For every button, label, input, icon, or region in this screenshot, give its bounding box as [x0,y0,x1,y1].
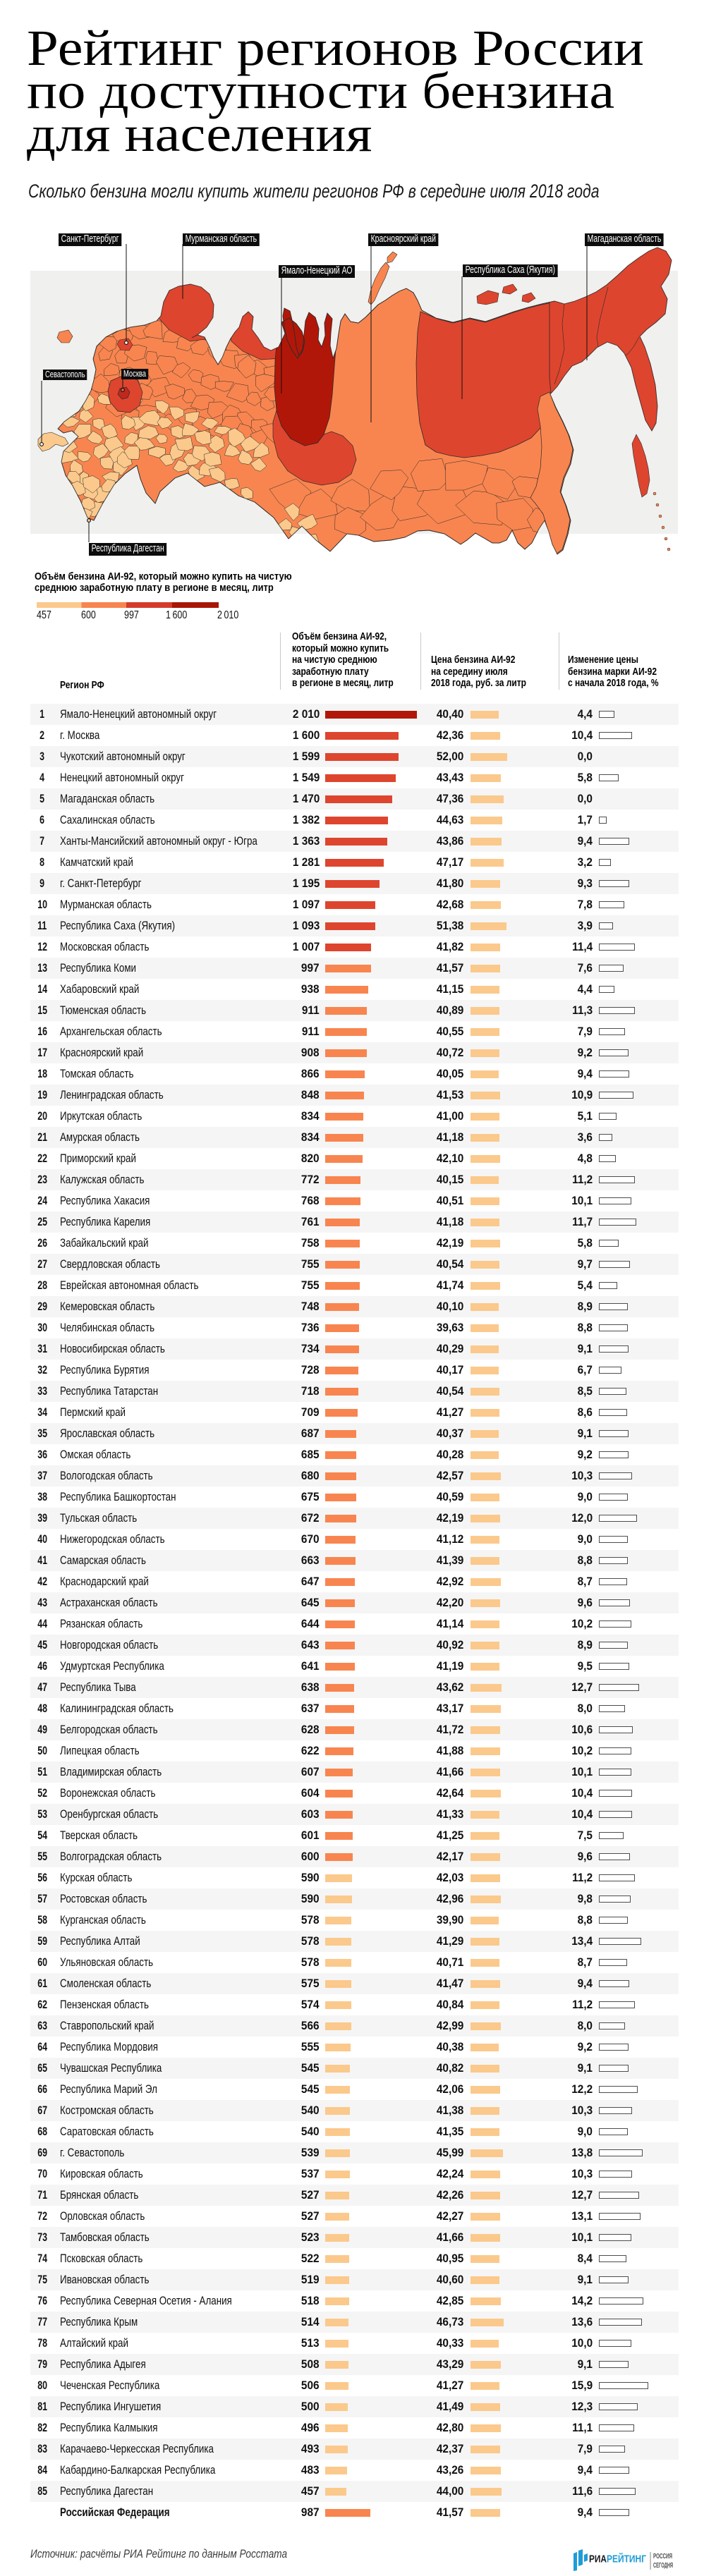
svg-text:РИА: РИА [589,2553,607,2565]
svg-text:РЕЙТИНГ: РЕЙТИНГ [607,2553,646,2565]
svg-text:СЕГОДНЯ: СЕГОДНЯ [653,2562,673,2570]
svg-text:РОССИЯ: РОССИЯ [653,2553,672,2560]
